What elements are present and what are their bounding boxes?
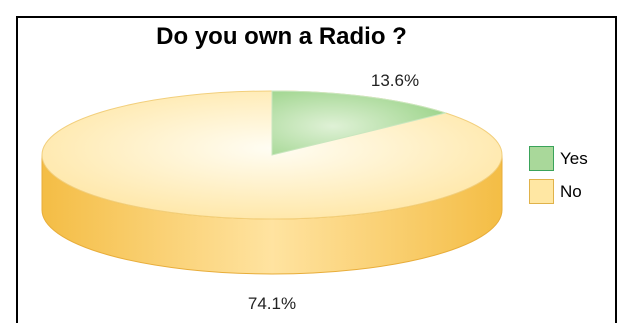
- chart-legend: Yes No: [529, 146, 588, 212]
- legend-item-no: No: [529, 179, 588, 204]
- chart-title: Do you own a Radio ?: [156, 23, 407, 50]
- legend-swatch-no: [529, 179, 554, 204]
- slice-label-yes: 13.6%: [371, 71, 419, 90]
- legend-item-yes: Yes: [529, 146, 588, 171]
- legend-swatch-yes: [529, 146, 554, 171]
- legend-label-no: No: [560, 181, 582, 201]
- pie-slice-yes: [271, 90, 448, 156]
- slice-label-no: 74.1%: [248, 294, 296, 313]
- legend-label-yes: Yes: [560, 148, 588, 168]
